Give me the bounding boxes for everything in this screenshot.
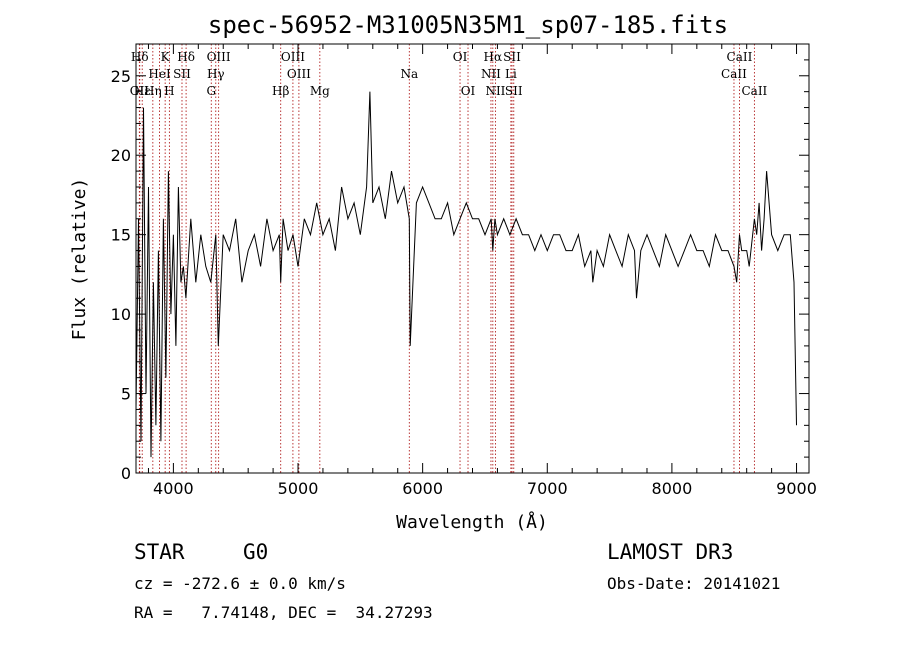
- line-marker-label: HeI: [148, 67, 171, 81]
- x-tick-label: 9000: [776, 479, 817, 498]
- line-marker-label: Hε: [134, 84, 151, 98]
- line-marker-label: G: [206, 84, 216, 98]
- line-marker-label: CaII: [741, 84, 767, 98]
- line-marker-label: CaII: [721, 67, 747, 81]
- line-marker-label: Hδ: [131, 50, 149, 64]
- line-marker-label: Hβ: [272, 84, 289, 98]
- y-tick-label: 5: [121, 385, 131, 404]
- x-tick-label: 7000: [527, 479, 568, 498]
- y-tick-label: 25: [111, 67, 131, 86]
- line-marker-label: OI: [461, 84, 476, 98]
- y-tick-label: 15: [111, 226, 131, 245]
- plot-frame: [135, 43, 810, 474]
- redshift-readout: cz = -272.6 ± 0.0 km/s: [134, 574, 346, 593]
- line-marker-label: Hη: [144, 84, 162, 98]
- line-marker-label: Na: [400, 67, 418, 81]
- y-axis-label: Flux (relative): [69, 178, 90, 341]
- survey-name: LAMOST DR3: [607, 540, 734, 564]
- line-marker-label: Hγ: [207, 67, 225, 81]
- y-tick-label: 0: [121, 464, 131, 483]
- line-marker-label: K: [161, 50, 171, 64]
- line-marker-label: Hδ: [177, 50, 195, 64]
- x-tick-label: 4000: [153, 479, 194, 498]
- x-tick-label: 8000: [652, 479, 693, 498]
- x-tick-label: 5000: [278, 479, 319, 498]
- line-marker-label: H: [164, 84, 174, 98]
- y-tick-label: 10: [111, 305, 131, 324]
- line-marker-label: OIII: [281, 50, 305, 64]
- line-marker-label: SII: [503, 50, 521, 64]
- line-marker-label: CaII: [727, 50, 753, 64]
- line-marker-label: OI: [453, 50, 468, 64]
- line-marker-label: SII: [505, 84, 523, 98]
- line-marker-label: Hα: [484, 50, 503, 64]
- x-tick-label: 6000: [402, 479, 443, 498]
- object-subclass: G0: [243, 540, 269, 564]
- line-marker-label: Li: [505, 67, 517, 81]
- line-marker-label: Mg: [310, 84, 330, 98]
- observation-date: Obs-Date: 20141021: [607, 574, 781, 593]
- chart-title: spec-56952-M31005N35M1_sp07-185.fits: [208, 11, 728, 39]
- x-axis-label: Wavelength (Å): [396, 511, 548, 533]
- line-marker-label: OIII: [287, 67, 311, 81]
- y-tick-label: 20: [111, 146, 131, 165]
- line-marker-label: NII: [485, 84, 505, 98]
- line-marker-label: SII: [173, 67, 191, 81]
- flux-line: [135, 91, 797, 458]
- line-marker-label: OII: [130, 84, 150, 98]
- line-marker-label: NII: [481, 67, 501, 81]
- object-class: STAR: [134, 540, 185, 564]
- coordinates-readout: RA = 7.74148, DEC = 34.27293: [134, 603, 433, 622]
- line-marker-label: OIII: [207, 50, 231, 64]
